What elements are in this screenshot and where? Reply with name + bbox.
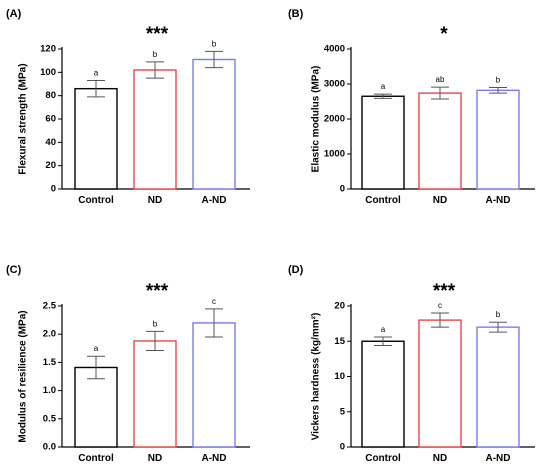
chart-panel-3: (C) *** 0.0 0.5 1.0 1.5 2.0 2.5 Modulus of resil…: [6, 264, 250, 464]
bar-control: [74, 366, 118, 448]
y-axis-label: Vickers hardness (kg/mm²): [311, 313, 322, 441]
bar-a-nd: [476, 326, 520, 448]
y-tick-label: 20: [334, 301, 345, 312]
bar-nd: [133, 340, 177, 448]
x-tick-label: A-ND: [202, 195, 227, 206]
x-tick-label: A-ND: [486, 453, 511, 464]
panel-label: (C): [6, 264, 22, 276]
x-tick-label: ND: [433, 453, 447, 464]
significance-letter: b: [496, 310, 501, 319]
y-tick-label: 100: [40, 67, 56, 78]
bar-control: [361, 340, 405, 448]
y-tick-label: 60: [45, 114, 56, 125]
bar-nd: [133, 69, 177, 190]
significance-letter: a: [94, 69, 99, 78]
significance-letter: b: [496, 76, 501, 85]
y-tick-label: 3000: [324, 79, 345, 90]
significance-letter: c: [212, 297, 216, 306]
significance-letter: b: [212, 39, 217, 48]
chart-panel-4: (D) *** 0 5 10 15 20 Vickers hardness (kg/mm²) a…: [288, 264, 535, 464]
y-tick-label: 20: [45, 160, 56, 171]
y-tick-label: 0: [340, 442, 345, 453]
y-tick-label: 120: [40, 44, 56, 55]
y-tick-label: 2.5: [43, 301, 57, 312]
x-tick-label: A-ND: [202, 453, 227, 464]
bar-nd: [418, 319, 462, 448]
y-tick-label: 15: [334, 336, 345, 347]
panel-label: (A): [6, 8, 22, 20]
y-tick-label: 10: [334, 371, 345, 382]
x-tick-label: Control: [78, 453, 114, 464]
significance-marker: ***: [433, 281, 456, 302]
significance-letter: c: [438, 301, 442, 310]
y-tick-label: 0: [51, 184, 56, 195]
significance-marker: *: [440, 24, 448, 45]
y-tick-label: 0.0: [43, 442, 56, 453]
y-axis-label: Flexural strength (MPa): [18, 63, 29, 174]
panel-label: (D): [288, 264, 304, 276]
y-tick-label: 0: [340, 184, 345, 195]
chart-panel-1: (A) *** 0 20 40 60 80 100 120 Flexural strength (…: [6, 8, 250, 206]
bar-a-nd: [192, 58, 236, 190]
bar-control: [74, 87, 118, 190]
bar-control: [361, 95, 405, 190]
x-tick-label: Control: [78, 195, 114, 206]
x-tick-label: ND: [148, 453, 162, 464]
significance-marker: ***: [146, 281, 169, 302]
y-tick-label: 1.0: [43, 385, 56, 396]
significance-letter: a: [381, 82, 386, 91]
y-tick-label: 80: [45, 90, 56, 101]
significance-letter: a: [381, 325, 386, 334]
x-tick-label: Control: [365, 453, 401, 464]
y-tick-label: 2.0: [43, 329, 56, 340]
bar-a-nd: [192, 322, 236, 448]
y-tick-label: 1000: [324, 149, 345, 160]
significance-letter: b: [153, 50, 158, 59]
y-tick-label: 0.5: [43, 413, 57, 424]
significance-letter: ab: [436, 75, 445, 84]
bar-a-nd: [476, 89, 520, 190]
significance-letter: b: [153, 319, 158, 328]
significance-letter: a: [94, 344, 99, 353]
y-tick-label: 2000: [324, 114, 345, 125]
significance-marker: ***: [146, 24, 169, 45]
y-tick-label: 1.5: [43, 357, 57, 368]
y-tick-label: 5: [340, 406, 346, 417]
y-axis-label: Elastic modulus (MPa): [311, 66, 322, 173]
x-tick-label: A-ND: [486, 195, 511, 206]
y-axis-label: Modulus of resilience (MPa): [18, 310, 29, 442]
y-tick-label: 4000: [324, 44, 345, 55]
x-tick-label: Control: [365, 195, 401, 206]
x-tick-label: ND: [148, 195, 162, 206]
panel-label: (B): [288, 8, 304, 20]
x-tick-label: ND: [433, 195, 447, 206]
y-tick-label: 40: [45, 137, 56, 148]
bar-nd: [418, 92, 462, 190]
